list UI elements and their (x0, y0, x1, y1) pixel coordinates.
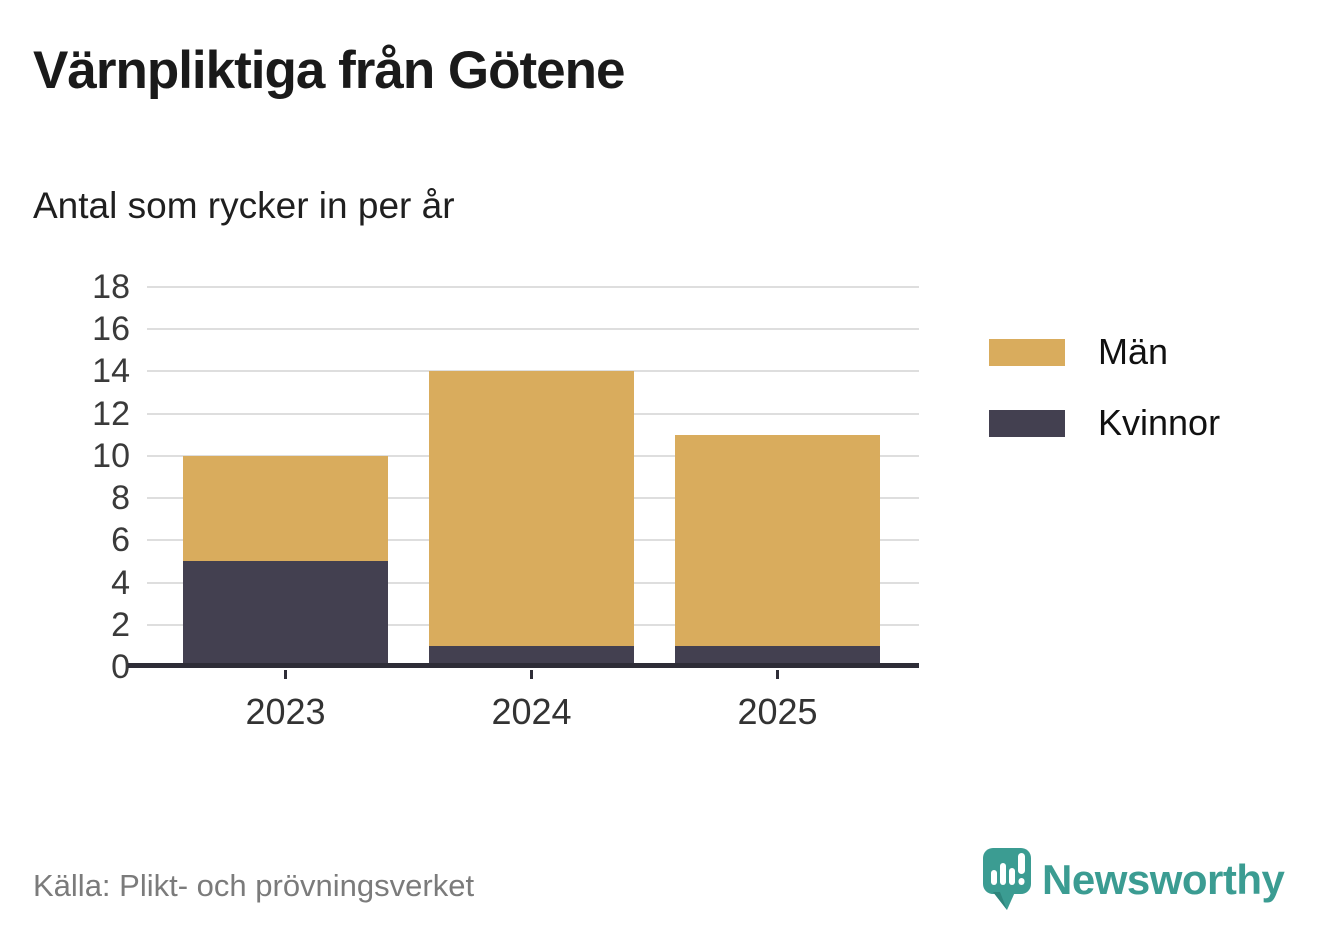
x-axis-line (128, 663, 919, 668)
bar-segment-män-2023 (183, 455, 388, 562)
y-axis-tick-label: 14 (92, 352, 130, 391)
chart-legend: Män Kvinnor (989, 331, 1220, 444)
x-axis-tick-mark (530, 670, 533, 679)
bar-segment-kvinnor-2023 (183, 561, 388, 667)
newsworthy-brand: Newsworthy (981, 846, 1285, 914)
x-axis-label-2025: 2025 (737, 691, 818, 732)
y-axis-tick-label: 10 (92, 436, 130, 475)
x-axis-tick-mark (776, 670, 779, 679)
page-title: Värnpliktiga från Götene (33, 41, 626, 100)
bar-segment-kvinnor-2025 (675, 645, 880, 667)
legend-item-men: Män (989, 331, 1220, 373)
gridline-y18 (147, 286, 919, 288)
y-axis-tick-label: 0 (111, 648, 130, 686)
y-axis-tick-label: 2 (111, 605, 130, 644)
legend-label-men: Män (1098, 331, 1169, 372)
newsworthy-wordmark: Newsworthy (1042, 856, 1285, 903)
bar-group-2023 (183, 287, 388, 667)
newsworthy-logo-icon (983, 848, 1031, 910)
y-axis-tick-label: 4 (111, 563, 130, 602)
bar-group-2024 (429, 287, 634, 667)
x-axis-label-2024: 2024 (491, 691, 572, 732)
legend-item-women: Kvinnor (989, 402, 1220, 444)
bar-segment-män-2024 (429, 371, 634, 646)
legend-swatch-men (989, 338, 1065, 366)
bar-group-2025 (675, 287, 880, 667)
legend-swatch-women (989, 409, 1065, 437)
y-axis-tick-label: 18 (92, 268, 130, 306)
y-axis-tick-label: 8 (111, 479, 130, 518)
source-attribution: Källa: Plikt- och prövningsverket (33, 868, 475, 903)
chart-subtitle: Antal som rycker in per år (33, 185, 455, 226)
legend-label-women: Kvinnor (1098, 402, 1221, 443)
gridline-y16 (147, 328, 919, 331)
x-axis-label-2023: 2023 (245, 691, 326, 732)
bar-segment-kvinnor-2024 (429, 645, 634, 667)
y-axis-tick-label: 6 (111, 521, 130, 560)
bar-chart-plot-area: 0 2 4 6 8 10 12 14 16 18 2023 2024 2025 (92, 268, 919, 732)
y-axis-tick-label: 12 (92, 394, 130, 433)
bar-segment-män-2025 (675, 434, 880, 646)
y-axis-tick-label: 16 (92, 310, 130, 349)
x-axis-tick-mark (284, 670, 287, 679)
